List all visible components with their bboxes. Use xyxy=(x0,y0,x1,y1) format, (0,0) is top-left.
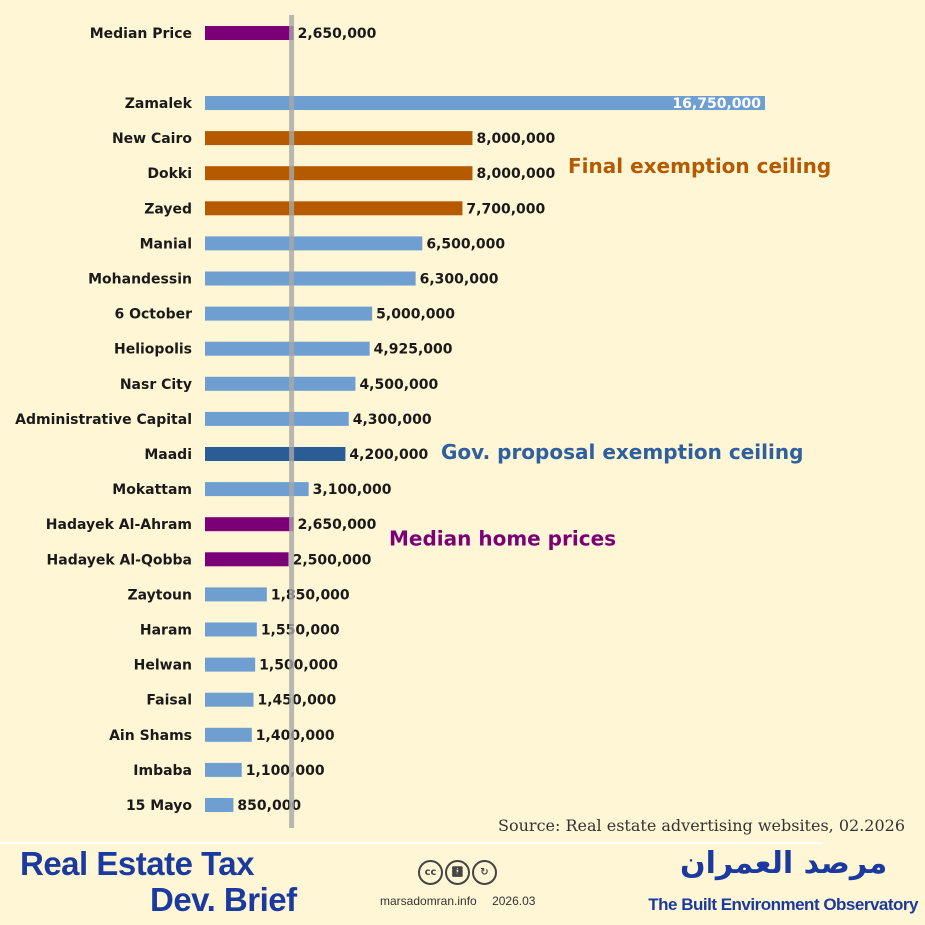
bar xyxy=(205,376,356,391)
category-label: Haram xyxy=(140,623,192,639)
category-label: Mohandessin xyxy=(88,272,192,288)
category-label: 6 October xyxy=(114,307,192,323)
category-label: Mokattam xyxy=(112,482,192,498)
publish-date: 2026.03 xyxy=(492,894,536,908)
category-label: Imbaba xyxy=(133,763,192,779)
category-label: Hadayek Al-Qobba xyxy=(47,552,192,568)
bar xyxy=(205,271,416,286)
arabic-logo: مرصد العمران xyxy=(680,846,888,881)
bar xyxy=(205,341,370,356)
data-label: 1,400,000 xyxy=(256,728,335,744)
data-label: 16,750,000 xyxy=(672,96,761,112)
data-label: 5,000,000 xyxy=(376,307,455,323)
data-label: 2,650,000 xyxy=(298,26,377,42)
category-label: Administrative Capital xyxy=(15,412,192,428)
bar xyxy=(205,587,267,602)
bar xyxy=(205,622,257,637)
category-label: Hadayek Al-Ahram xyxy=(46,517,192,533)
category-label: 15 Mayo xyxy=(126,798,192,814)
category-label: Heliopolis xyxy=(114,342,192,358)
category-label: Dokki xyxy=(147,166,192,182)
category-label: Zaytoun xyxy=(127,587,192,603)
data-label: 1,450,000 xyxy=(257,693,336,709)
data-label: 1,500,000 xyxy=(259,658,338,674)
bar xyxy=(205,762,242,777)
data-label: 1,100,000 xyxy=(246,763,325,779)
org-name: The Built Environment Observatory xyxy=(648,895,918,914)
bar xyxy=(205,411,349,426)
bar xyxy=(205,166,473,181)
data-label: 6,300,000 xyxy=(420,272,499,288)
category-label: Maadi xyxy=(144,447,192,463)
data-label: 4,300,000 xyxy=(353,412,432,428)
data-label: 4,500,000 xyxy=(359,377,438,393)
category-label: Zamalek xyxy=(125,96,193,112)
site-date: marsadomran.info 2026.03 xyxy=(380,894,535,908)
annotation: Median home prices xyxy=(389,526,616,550)
brief-title-line1: Real Estate Tax xyxy=(20,845,255,882)
bar xyxy=(205,201,463,216)
bar xyxy=(205,657,256,672)
category-label: Faisal xyxy=(146,693,192,709)
bar xyxy=(205,692,254,707)
data-label: 4,200,000 xyxy=(349,447,428,463)
data-label: 1,850,000 xyxy=(271,587,350,603)
data-label: 7,700,000 xyxy=(466,201,545,217)
data-label: 2,650,000 xyxy=(298,517,377,533)
category-label: New Cairo xyxy=(112,131,192,147)
category-label: Zayed xyxy=(144,201,192,217)
data-label: 4,925,000 xyxy=(374,342,453,358)
category-label: Ain Shams xyxy=(109,728,192,744)
attribution-icon: 🚹︎ xyxy=(445,860,470,885)
data-label: 3,100,000 xyxy=(313,482,392,498)
data-label: 8,000,000 xyxy=(476,166,555,182)
bar xyxy=(205,236,423,251)
bar xyxy=(205,727,252,742)
bar xyxy=(205,517,294,532)
bar-chart: Median Price 2,650,000 Zamalek 16,750,000 Ne… xyxy=(15,15,831,828)
bar xyxy=(205,306,373,321)
bar xyxy=(205,447,346,461)
data-label: 6,500,000 xyxy=(426,236,505,252)
category-label: Median Price xyxy=(90,26,192,42)
category-label: Nasr City xyxy=(120,377,192,393)
bar xyxy=(205,26,294,40)
data-label: 2,500,000 xyxy=(293,552,372,568)
category-label: Manial xyxy=(140,236,192,252)
annotation: Final exemption ceiling xyxy=(568,154,831,178)
footer-divider xyxy=(0,842,822,844)
cc-icon: cc xyxy=(418,860,443,885)
bar xyxy=(205,552,289,567)
site-link[interactable]: marsadomran.info xyxy=(380,894,477,908)
source-note: Source: Real estate advertising websites… xyxy=(498,816,905,835)
data-label: 850,000 xyxy=(237,798,301,814)
brief-title: Real Estate Tax Dev. Brief xyxy=(20,846,297,918)
bar xyxy=(205,131,473,146)
share-alike-icon: ↻ xyxy=(472,860,497,885)
bar xyxy=(205,96,765,110)
data-label: 8,000,000 xyxy=(476,131,555,147)
bar xyxy=(205,798,234,812)
bar xyxy=(205,482,309,497)
median-reference-line xyxy=(289,15,295,828)
annotation: Gov. proposal exemption ceiling xyxy=(441,440,803,464)
data-label: 1,550,000 xyxy=(261,623,340,639)
category-label: Helwan xyxy=(134,658,192,674)
license-badge: cc 🚹︎ ↻ xyxy=(418,860,497,885)
brief-title-line2: Dev. Brief xyxy=(150,881,297,918)
